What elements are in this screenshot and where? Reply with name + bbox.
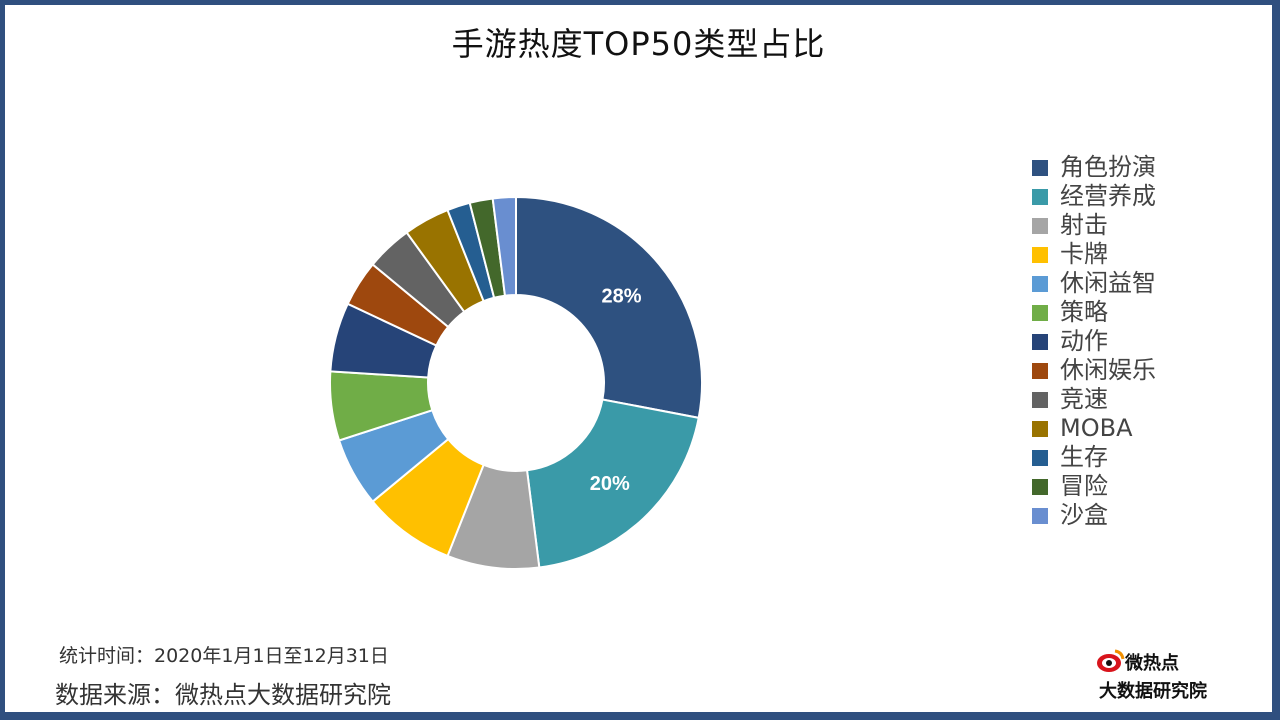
legend-swatch — [1032, 246, 1048, 263]
legend-swatch — [1032, 217, 1048, 234]
weibo-eye-icon — [1097, 649, 1125, 672]
legend-label: 角色扮演 — [1060, 153, 1156, 181]
legend-item: 射击 — [1032, 211, 1156, 240]
legend-swatch — [1032, 362, 1048, 379]
legend-swatch — [1032, 304, 1048, 321]
legend-item: 沙盒 — [1032, 501, 1156, 530]
chart-frame: 手游热度TOP50类型占比 28% 20% 角色扮演 经营养成 射击 卡牌 休闲益智 策略动… — [5, 5, 1272, 712]
legend-item: 角色扮演 — [1032, 153, 1156, 182]
legend-label: 沙盒 — [1060, 501, 1108, 529]
logo-org: 大数据研究院 — [1099, 681, 1207, 702]
legend-item: 休闲益智 — [1032, 269, 1156, 298]
legend-label: 竞速 — [1060, 385, 1108, 413]
logo-name: 微热点 — [1125, 653, 1179, 674]
legend-label: 休闲益智 — [1060, 269, 1156, 297]
legend-item: MOBA — [1032, 414, 1156, 443]
data-label-1: 28% — [602, 286, 642, 308]
donut-chart: 28% 20% — [329, 195, 703, 570]
data-source: 数据来源：微热点大数据研究院 — [55, 681, 391, 709]
legend-label: 卡牌 — [1060, 240, 1108, 268]
legend-swatch — [1032, 391, 1048, 408]
legend-item: 生存 — [1032, 443, 1156, 472]
legend-item: 竞速 — [1032, 385, 1156, 414]
stat-period: 统计时间：2020年1月1日至12月31日 — [59, 645, 389, 667]
legend-swatch — [1032, 159, 1048, 176]
slice-13 — [491, 195, 517, 297]
legend-label: 射击 — [1060, 211, 1108, 239]
legend-label: 经营养成 — [1060, 182, 1156, 210]
legend-item: 策略 — [1032, 298, 1156, 327]
legend-swatch — [1032, 333, 1048, 350]
legend-item: 冒险 — [1032, 472, 1156, 501]
legend-label: 休闲娱乐 — [1060, 356, 1156, 384]
legend-label: 生存 — [1060, 443, 1108, 471]
legend-swatch — [1032, 275, 1048, 292]
chart-legend: 角色扮演 经营养成 射击 卡牌 休闲益智 策略 动作 休闲娱乐 竞速 MOBA 生存 冒险 沙盒 — [1032, 153, 1156, 530]
legend-label: 冒险 — [1060, 472, 1108, 500]
legend-swatch — [1032, 420, 1048, 437]
legend-label: 动作 — [1060, 327, 1108, 355]
legend-item: 休闲娱乐 — [1032, 356, 1156, 385]
slice-1 — [515, 195, 703, 420]
legend-item: 经营养成 — [1032, 182, 1156, 211]
legend-item: 动作 — [1032, 327, 1156, 356]
legend-item: 卡牌 — [1032, 240, 1156, 269]
data-label-2: 20% — [590, 473, 630, 495]
legend-swatch — [1032, 449, 1048, 466]
chart-title: 手游热度TOP50类型占比 — [451, 25, 826, 63]
legend-swatch — [1032, 507, 1048, 524]
logo: 微热点 大数据研究院 — [1095, 645, 1245, 705]
slice-2 — [525, 398, 700, 569]
legend-swatch — [1032, 188, 1048, 205]
legend-label: 策略 — [1060, 298, 1108, 326]
legend-swatch — [1032, 478, 1048, 495]
legend-label: MOBA — [1060, 414, 1133, 442]
